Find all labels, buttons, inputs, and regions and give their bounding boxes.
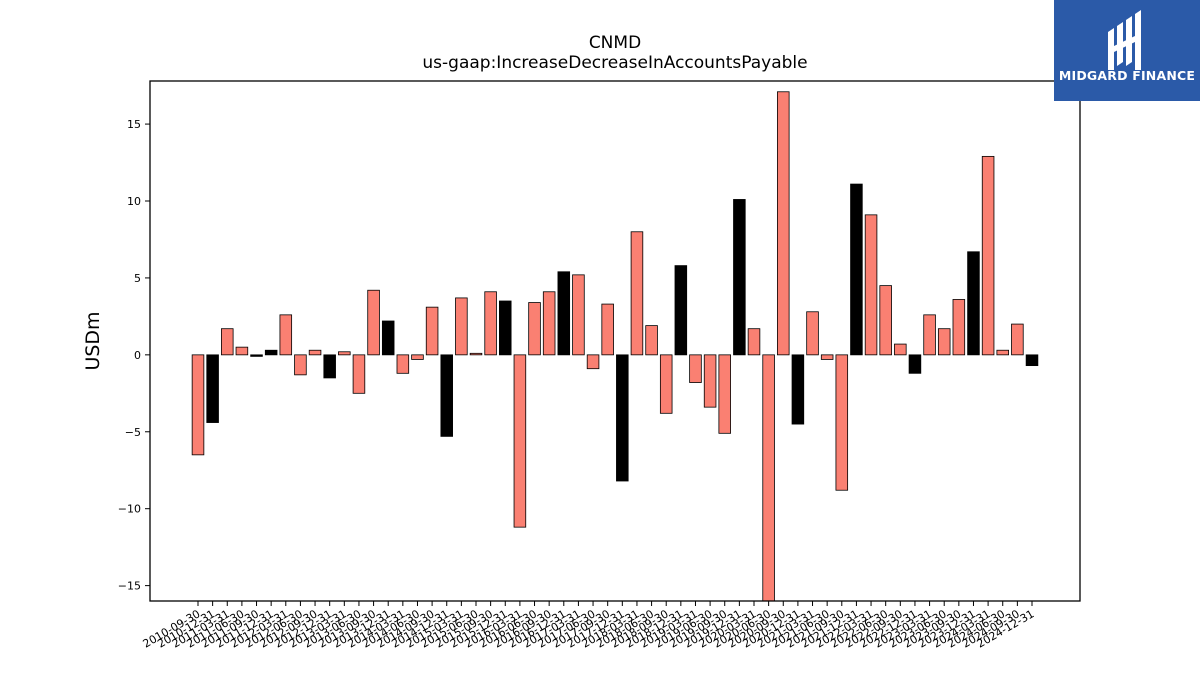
bar bbox=[586, 354, 600, 370]
bar bbox=[981, 155, 995, 356]
plot-frame bbox=[149, 80, 1081, 602]
bar bbox=[352, 354, 366, 394]
bar bbox=[733, 199, 746, 356]
bar bbox=[308, 349, 322, 356]
bar bbox=[572, 274, 585, 356]
bar bbox=[630, 231, 644, 356]
bar bbox=[820, 354, 834, 360]
bar bbox=[659, 354, 673, 414]
bar bbox=[206, 354, 219, 423]
bar bbox=[616, 354, 629, 482]
chart-subtitle: us-gaap:IncreaseDecreaseInAccountsPayabl… bbox=[422, 53, 808, 73]
bar bbox=[294, 354, 307, 376]
bar bbox=[469, 352, 483, 356]
bar bbox=[513, 354, 527, 528]
bar bbox=[542, 291, 556, 356]
bar bbox=[323, 354, 336, 379]
bar bbox=[1011, 323, 1024, 356]
bar bbox=[411, 354, 424, 360]
bar bbox=[264, 349, 278, 356]
logo-mark-icon bbox=[1054, 0, 1200, 101]
chart-title: CNMD bbox=[588, 33, 642, 53]
bar bbox=[923, 314, 936, 356]
bar bbox=[484, 291, 497, 356]
bar bbox=[835, 354, 849, 491]
bar bbox=[864, 214, 878, 356]
bar bbox=[674, 265, 688, 356]
bar bbox=[279, 314, 293, 356]
bar bbox=[499, 300, 512, 356]
bar bbox=[528, 302, 541, 356]
bar bbox=[221, 328, 234, 356]
bar bbox=[806, 311, 819, 356]
bar bbox=[250, 354, 263, 357]
bar bbox=[557, 271, 571, 356]
bar bbox=[762, 354, 775, 602]
y-tick-label: −15 bbox=[118, 580, 141, 593]
bar bbox=[338, 351, 351, 356]
logo-text: MIDGARD FINANCE bbox=[1058, 68, 1196, 83]
y-tick-label: −5 bbox=[125, 426, 141, 439]
bar bbox=[381, 320, 395, 356]
bar bbox=[967, 251, 980, 356]
bar bbox=[645, 325, 658, 356]
bar bbox=[747, 328, 761, 356]
bar bbox=[455, 297, 468, 356]
bar bbox=[440, 354, 453, 437]
bar bbox=[191, 354, 205, 456]
bar bbox=[894, 343, 907, 356]
bar bbox=[937, 328, 951, 356]
bar bbox=[235, 346, 249, 356]
midgard-finance-logo: MIDGARD FINANCE bbox=[1054, 0, 1200, 101]
bar bbox=[791, 354, 805, 425]
bars-group bbox=[191, 91, 1039, 602]
bar bbox=[601, 303, 614, 356]
bar bbox=[996, 349, 1009, 356]
bar bbox=[703, 354, 717, 408]
y-axis-label: USDm bbox=[82, 311, 104, 370]
bar bbox=[908, 354, 922, 374]
bar bbox=[367, 289, 380, 356]
y-tick-label: 15 bbox=[127, 118, 141, 131]
bar bbox=[396, 354, 410, 374]
bar bbox=[718, 354, 731, 434]
y-tick-label: −10 bbox=[118, 503, 141, 516]
y-axis: −15 −10 −5 0 5 10 15 bbox=[118, 118, 150, 593]
bar bbox=[952, 299, 966, 356]
bar bbox=[689, 354, 702, 383]
bar bbox=[1025, 354, 1039, 367]
y-tick-label: 0 bbox=[134, 349, 141, 362]
bar bbox=[879, 285, 892, 356]
bar bbox=[850, 183, 863, 356]
bar bbox=[777, 91, 790, 356]
bar bbox=[425, 306, 439, 356]
y-tick-label: 5 bbox=[134, 272, 141, 285]
x-axis: 2010-09-302010-12-312011-03-312011-06-30… bbox=[141, 601, 1037, 651]
y-tick-label: 10 bbox=[127, 195, 141, 208]
